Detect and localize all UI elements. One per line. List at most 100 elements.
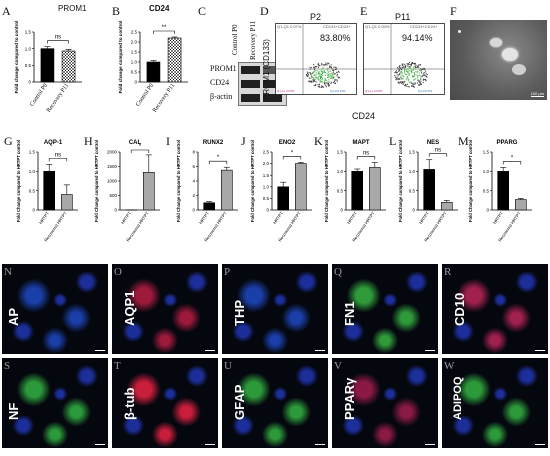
event-dot — [422, 79, 425, 81]
event-dot — [426, 73, 428, 76]
stain-label: CD10 — [452, 292, 467, 326]
event-dot — [326, 69, 329, 71]
event-dot — [420, 75, 422, 77]
event-dot — [403, 68, 405, 70]
scale-bar — [315, 350, 325, 351]
y-tick-label: 1.0 — [131, 60, 138, 65]
lane-label: Control P0 — [231, 24, 239, 55]
event-dot — [327, 79, 330, 81]
event-dot — [407, 65, 409, 67]
event-dot — [399, 81, 401, 84]
event-dot — [338, 76, 340, 79]
bar — [220, 169, 233, 211]
event-dot — [318, 79, 320, 81]
event-dot — [396, 67, 399, 69]
event-dot — [327, 68, 329, 70]
event-dot — [310, 74, 312, 76]
flow-frame — [275, 23, 357, 95]
y-tick-label: 0.5 — [25, 63, 32, 68]
panel-letter-d: D — [260, 4, 269, 18]
y-tick-label: 1.5 — [409, 150, 416, 155]
x-category-label: HRTPT — [418, 210, 430, 225]
event-dot — [320, 69, 322, 71]
event-dot — [408, 61, 411, 64]
event-dot — [329, 73, 331, 75]
event-dot — [323, 81, 325, 83]
event-dot — [423, 74, 425, 77]
event-dot — [415, 68, 417, 70]
event-dot — [306, 74, 308, 76]
event-dot — [330, 73, 333, 75]
fluorescence-image: W ADIPOQ — [442, 358, 548, 448]
event-dot — [336, 72, 338, 74]
x-category-label: HRTPT — [346, 210, 358, 225]
flow-xlabel: CD24 — [352, 111, 376, 121]
event-dot — [401, 68, 403, 70]
event-dot — [417, 76, 419, 78]
y-tick-label: 1.0 — [29, 169, 36, 174]
event-dot — [411, 85, 413, 87]
event-dot — [311, 72, 314, 74]
chart-title: NES — [427, 140, 439, 146]
event-dot — [327, 80, 329, 82]
event-dot — [406, 71, 408, 73]
event-dot — [333, 69, 335, 71]
event-dot — [332, 69, 334, 71]
event-dot — [322, 86, 325, 88]
event-dot — [419, 68, 422, 70]
blot-band — [241, 80, 260, 88]
event-dot — [334, 66, 336, 68]
bar — [43, 171, 56, 211]
event-dot — [398, 74, 400, 76]
event-dot — [333, 80, 335, 83]
event-dot — [407, 64, 409, 66]
y-axis-label: Fold Change compared to HRTPT control — [16, 140, 21, 222]
panel-letter-m: M — [458, 134, 469, 148]
event-dot — [404, 84, 406, 86]
y-tick-label: 0 — [486, 208, 489, 213]
blot-band — [263, 94, 282, 102]
flow-quad-ur: CD133+CD24+ — [323, 24, 351, 29]
event-dot — [403, 76, 405, 78]
flow-ylabel: PROM1 (CD133) — [262, 39, 271, 100]
significance-label: ns — [363, 150, 369, 156]
flow-e-title: P11 — [395, 12, 411, 22]
event-dot — [314, 66, 317, 68]
event-dot — [316, 70, 318, 72]
event-dot — [420, 83, 423, 85]
event-dot — [325, 80, 328, 82]
event-dot — [398, 69, 400, 71]
stain-label: THP — [232, 300, 247, 326]
phase-contrast-image: 100 µm — [450, 20, 547, 100]
event-dot — [422, 72, 425, 74]
event-dot — [330, 74, 332, 76]
event-dot — [400, 75, 402, 77]
y-tick-label: 1.0 — [337, 169, 344, 174]
event-dot — [315, 73, 317, 75]
event-dot — [413, 72, 416, 74]
event-dot — [326, 67, 328, 69]
event-dot — [413, 82, 415, 84]
y-axis-label: Fold Change compared to HRTPT control — [250, 140, 255, 222]
panel-letter: W — [444, 360, 455, 372]
event-dot — [414, 82, 417, 84]
event-dot — [412, 69, 414, 71]
event-dot — [315, 81, 317, 83]
flow-frame — [363, 23, 445, 95]
event-dot — [400, 82, 403, 84]
event-dot — [309, 68, 311, 70]
event-dot — [409, 64, 411, 66]
y-axis-label: Fold Change compared to HRTPT control — [468, 140, 473, 222]
event-dot — [408, 67, 410, 69]
event-dot — [324, 79, 326, 81]
event-dot — [404, 66, 407, 68]
fluorescence-image: U GFAP — [222, 358, 328, 448]
panel-letter: P — [224, 266, 231, 278]
y-tick-label: 1.5 — [131, 50, 138, 55]
event-dot — [396, 77, 398, 79]
bar — [440, 201, 453, 211]
event-dot — [411, 61, 413, 64]
